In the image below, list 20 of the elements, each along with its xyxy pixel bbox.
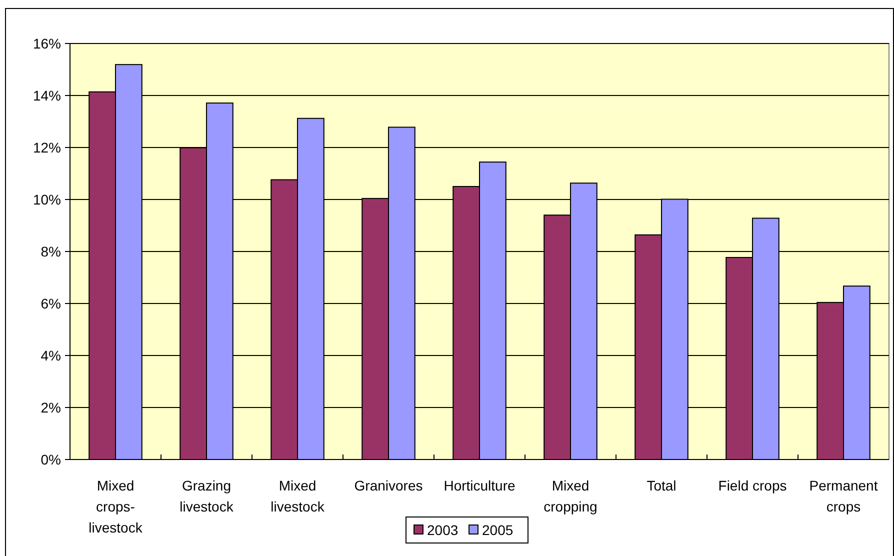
y-tick-label: 4% [40,347,61,364]
y-tick-label: 6% [40,295,61,312]
x-tick-label: Mixed livestock [270,478,326,514]
x-tick-label: Horticulture [444,478,516,494]
x-tick-label: Mixed crops-livestock [88,478,144,536]
x-tick-label: Field crops [718,478,787,494]
y-tick-label: 8% [40,243,61,260]
y-tick-label: 2% [40,399,61,416]
x-tick-label: Permanent crops [809,478,878,514]
y-tick-label: 12% [32,139,61,156]
y-tick-label: 16% [32,35,61,52]
x-tick-label: Granivores [354,478,423,494]
legend-label: 2005 [482,522,514,538]
x-tick-label: Grazing livestock [180,478,234,514]
y-tick-label: 14% [32,87,61,104]
y-tick-label: 0% [40,451,61,468]
x-tick-label: Mixed cropping [544,478,598,514]
y-tick-label: 10% [32,191,61,208]
x-tick-label: Total [646,478,676,494]
legend-label: 2003 [427,522,458,538]
